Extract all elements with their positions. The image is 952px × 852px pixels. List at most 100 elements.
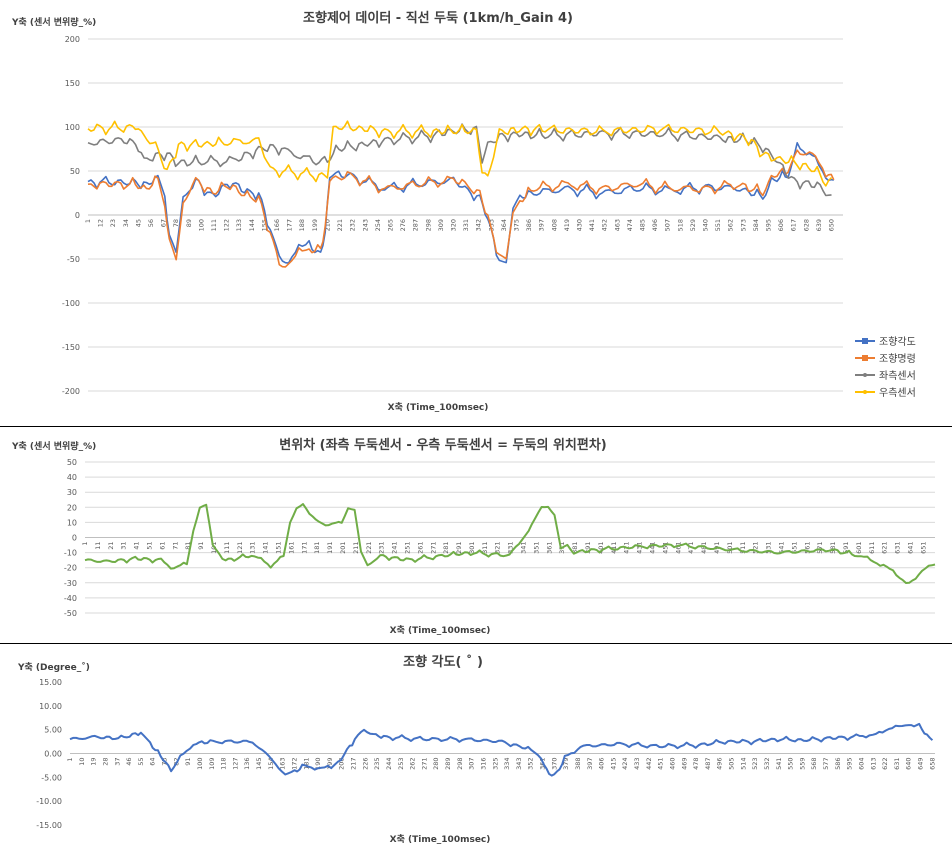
x-tick-label: 487 [704, 758, 712, 770]
x-tick-label: 379 [562, 758, 570, 770]
x-tick-label: 221 [365, 542, 373, 554]
y-tick-label: -50 [64, 609, 77, 618]
x-tick-label: 166 [273, 219, 281, 231]
x-tick-label: 181 [302, 758, 310, 770]
x-tick-label: 595 [846, 758, 854, 770]
y-tick-label: 5.00 [44, 726, 62, 735]
x-tick-label: 411 [610, 542, 618, 554]
series-line-좌측센서 [87, 123, 832, 197]
y-tick-label: 100 [65, 123, 80, 132]
y-tick-label: 10.00 [39, 702, 62, 711]
x-tick-label: 431 [636, 542, 644, 554]
x-tick-label: 334 [503, 758, 511, 770]
x-tick-label: 658 [928, 758, 936, 770]
x-tick-label: 341 [520, 542, 528, 554]
x-tick-label: 122 [223, 219, 231, 231]
x-tick-label: 316 [479, 758, 487, 770]
x-tick-label: 12 [97, 219, 105, 227]
y-tick-label: -10 [64, 549, 77, 558]
x-tick-label: 276 [399, 219, 407, 231]
x-tick-label: 433 [633, 758, 641, 770]
x-tick-label: 408 [550, 219, 558, 231]
x-tick-label: 10 [78, 758, 86, 766]
x-tick-label: 254 [374, 219, 382, 231]
x-tick-label: 505 [728, 758, 736, 770]
x-tick-label: 604 [857, 758, 865, 770]
y-tick-label: 30 [67, 488, 77, 497]
legend-entry: 좌측센서 [879, 370, 916, 382]
legend-marker [863, 390, 867, 394]
y-tick-label: -5.00 [41, 773, 62, 782]
x-tick-label: 261 [416, 542, 424, 554]
x-tick-label: 133 [235, 219, 243, 231]
y-axis-label: Y축 (Degree_˚) [17, 661, 90, 673]
chart-title: 조향 각도( ˚ ) [403, 654, 483, 670]
x-tick-label: 514 [739, 758, 747, 770]
chart-svg: 조향 각도( ˚ ) Y축 (Degree_˚) X축 (Time_100msec)… [17, 654, 936, 845]
x-tick-label: 21 [107, 542, 115, 550]
x-tick-label: 391 [584, 542, 592, 554]
x-tick-label: 67 [160, 219, 168, 227]
x-tick-label: 208 [338, 758, 346, 770]
y-tick-label: 0 [72, 534, 77, 543]
x-tick-label: 251 [403, 542, 411, 554]
y-tick-label: 15.00 [39, 678, 62, 687]
x-tick-label: 481 [700, 542, 708, 554]
x-tick-label: 595 [765, 219, 773, 231]
x-tick-label: 320 [449, 219, 457, 231]
legend-marker [862, 355, 868, 361]
x-tick-label: 45 [134, 219, 142, 227]
x-tick-label: 289 [444, 758, 452, 770]
x-tick-label: 496 [651, 219, 659, 231]
legend-entry: 조향각도 [879, 336, 916, 348]
x-tick-label: 568 [810, 758, 818, 770]
x-tick-label: 622 [881, 758, 889, 770]
x-tick-label: 631 [893, 758, 901, 770]
x-tick-label: 651 [919, 542, 927, 554]
x-tick-label: 100 [196, 758, 204, 770]
x-tick-label: 521 [752, 542, 760, 554]
y-tick-label: 150 [65, 79, 80, 88]
x-tick-label: 155 [260, 219, 268, 231]
x-tick-label: 11 [94, 542, 102, 550]
x-tick-label: 171 [300, 542, 308, 554]
x-tick-label: 550 [787, 758, 795, 770]
x-tick-label: 551 [790, 542, 798, 554]
x-tick-label: 460 [668, 758, 676, 770]
x-tick-label: 280 [432, 758, 440, 770]
x-tick-label: 325 [491, 758, 499, 770]
chart-svg: 조향제어 데이터 - 직선 두둑 (1km/h_Gain 4) Y축 (센서 변위… [11, 10, 916, 413]
y-tick-label: -10.00 [36, 797, 62, 806]
x-tick-label: 19 [90, 758, 98, 766]
chart-title: 조향제어 데이터 - 직선 두둑 (1km/h_Gain 4) [303, 10, 573, 26]
x-tick-label: 291 [455, 542, 463, 554]
x-tick-label: 617 [790, 219, 798, 231]
x-tick-label: 190 [314, 758, 322, 770]
y-tick-label: -50 [67, 255, 80, 264]
y-tick-label: -200 [62, 387, 80, 396]
y-tick-label: -15.00 [36, 821, 62, 830]
legend-entry: 우측센서 [879, 387, 916, 399]
x-tick-label: 441 [649, 542, 657, 554]
y-tick-label: -30 [64, 579, 77, 588]
x-tick-label: 529 [689, 219, 697, 231]
x-tick-label: 91 [184, 758, 192, 766]
x-tick-label: 523 [751, 758, 759, 770]
x-tick-label: 649 [917, 758, 925, 770]
x-tick-label: 541 [778, 542, 786, 554]
x-tick-label: 388 [574, 758, 582, 770]
y-tick-label: -20 [64, 564, 77, 573]
x-tick-label: 331 [462, 219, 470, 231]
x-tick-label: 571 [816, 542, 824, 554]
x-tick-label: 109 [208, 758, 216, 770]
x-tick-label: 265 [386, 219, 394, 231]
x-tick-label: 1 [81, 542, 89, 546]
x-tick-label: 121 [236, 542, 244, 554]
x-tick-label: 370 [550, 758, 558, 770]
x-tick-label: 451 [657, 758, 665, 770]
y-tick-label: -150 [62, 343, 80, 352]
legend-marker [863, 373, 867, 377]
x-tick-label: 463 [613, 219, 621, 231]
divider [0, 643, 952, 644]
x-tick-label: 51 [145, 542, 153, 550]
